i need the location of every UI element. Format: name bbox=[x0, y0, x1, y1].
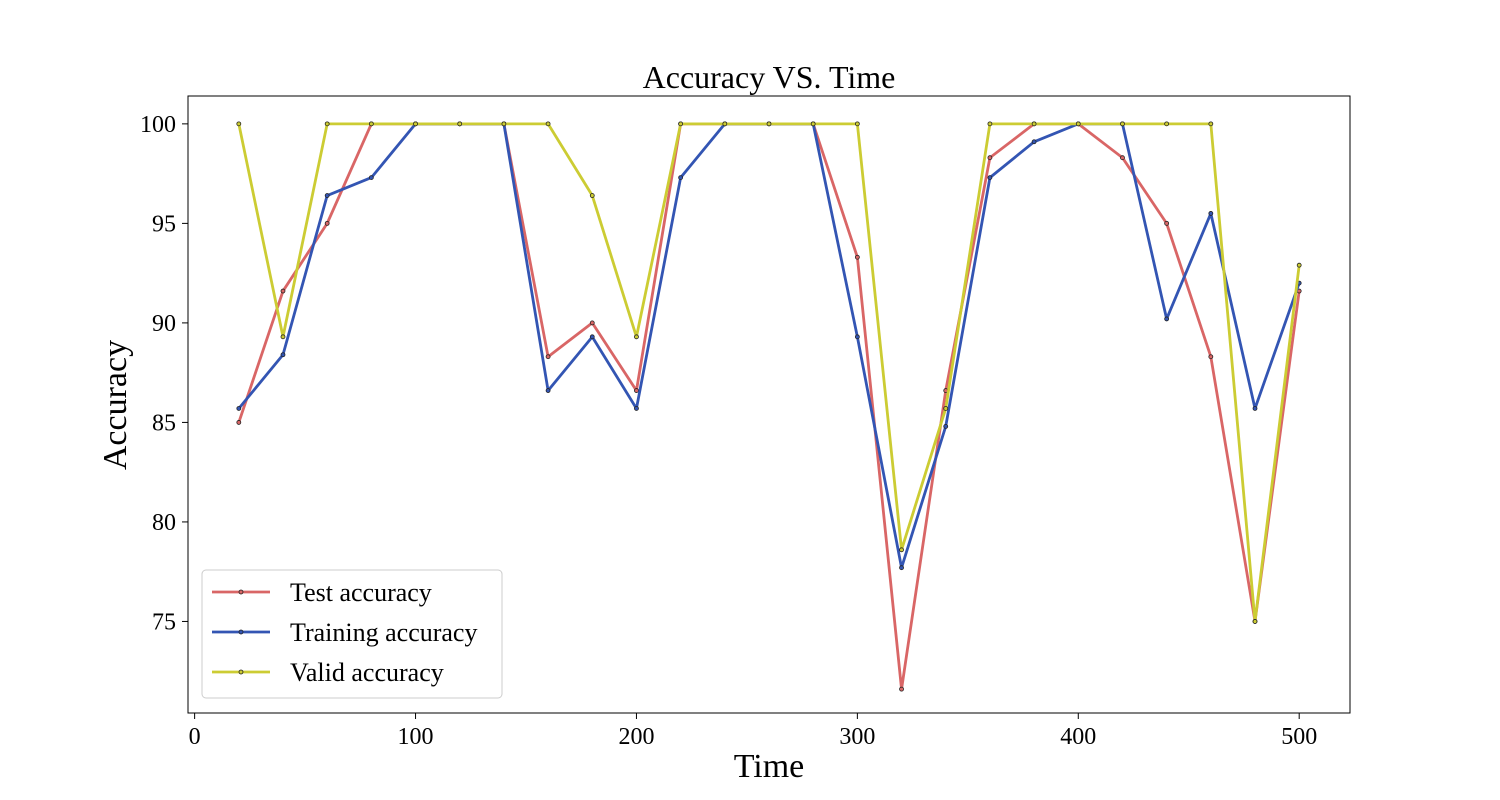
y-tick-label: 75 bbox=[152, 609, 176, 635]
series-layer bbox=[236, 121, 1302, 692]
data-point bbox=[810, 121, 816, 127]
data-point bbox=[1164, 121, 1170, 127]
data-point bbox=[678, 175, 684, 181]
data-point bbox=[1164, 316, 1170, 322]
data-point bbox=[236, 121, 242, 127]
data-point bbox=[413, 121, 418, 127]
x-tick-label: 300 bbox=[839, 724, 875, 750]
data-point bbox=[368, 121, 374, 127]
data-point bbox=[854, 334, 860, 340]
y-tick-label: 90 bbox=[152, 311, 176, 337]
data-point bbox=[1208, 354, 1214, 360]
data-point bbox=[1252, 619, 1258, 624]
series-valid-accuracy bbox=[236, 121, 1302, 624]
data-point bbox=[457, 121, 463, 127]
x-tick-label: 500 bbox=[1281, 724, 1317, 750]
legend-marker bbox=[238, 629, 244, 635]
y-tick-label: 85 bbox=[152, 410, 176, 436]
data-point bbox=[1208, 121, 1214, 127]
x-tick-label: 0 bbox=[189, 724, 201, 750]
data-point bbox=[678, 121, 684, 127]
data-point bbox=[324, 220, 330, 226]
x-tick-label: 100 bbox=[398, 724, 434, 750]
data-point bbox=[943, 406, 949, 411]
x-tick-label: 200 bbox=[618, 724, 654, 750]
data-point bbox=[854, 254, 860, 260]
data-point bbox=[1031, 139, 1037, 145]
data-point bbox=[634, 406, 639, 411]
data-point bbox=[987, 121, 993, 127]
data-point bbox=[1075, 121, 1081, 127]
data-point bbox=[236, 420, 242, 425]
data-point bbox=[634, 388, 639, 393]
y-tick-label: 100 bbox=[140, 112, 176, 138]
data-point bbox=[943, 423, 949, 429]
data-point bbox=[545, 388, 551, 393]
data-point bbox=[987, 175, 993, 181]
data-point bbox=[280, 288, 286, 294]
data-point bbox=[1208, 211, 1214, 216]
data-point bbox=[501, 121, 507, 127]
data-point bbox=[1164, 220, 1170, 226]
data-point bbox=[368, 175, 374, 181]
x-axis: 0 100 200 300 400 500 bbox=[189, 713, 1317, 750]
data-point bbox=[634, 334, 639, 340]
data-point bbox=[589, 193, 595, 198]
data-point bbox=[899, 547, 904, 553]
data-point bbox=[899, 686, 904, 692]
legend-label: Valid accuracy bbox=[290, 658, 444, 687]
x-tick-label: 400 bbox=[1060, 724, 1096, 750]
data-point bbox=[324, 193, 330, 198]
data-point bbox=[324, 121, 330, 127]
data-point bbox=[236, 406, 242, 411]
legend-marker bbox=[238, 669, 244, 675]
data-point bbox=[545, 354, 551, 360]
legend-marker bbox=[238, 589, 244, 595]
data-point bbox=[987, 155, 993, 161]
data-point bbox=[1031, 121, 1037, 127]
legend-box bbox=[201, 569, 503, 699]
data-point bbox=[545, 121, 551, 127]
data-point bbox=[1296, 262, 1302, 268]
data-point bbox=[854, 121, 860, 127]
data-point bbox=[899, 565, 904, 571]
y-axis: 75 80 85 90 95 100 bbox=[140, 112, 188, 635]
data-point bbox=[589, 334, 595, 340]
legend: Test accuracy Training accuracy Valid accu… bbox=[201, 569, 503, 699]
y-axis-label: Accuracy bbox=[97, 340, 134, 470]
y-tick-label: 80 bbox=[152, 510, 176, 536]
x-axis-label: Time bbox=[734, 748, 805, 785]
chart-title: Accuracy VS. Time bbox=[643, 59, 896, 95]
legend-label: Test accuracy bbox=[290, 578, 432, 607]
y-tick-label: 95 bbox=[152, 211, 176, 237]
data-point bbox=[1252, 406, 1258, 411]
data-point bbox=[1120, 155, 1125, 161]
data-point bbox=[722, 121, 728, 127]
data-point bbox=[1120, 121, 1125, 127]
legend-label: Training accuracy bbox=[290, 618, 477, 647]
data-point bbox=[280, 334, 286, 340]
data-point bbox=[589, 320, 595, 326]
data-point bbox=[280, 352, 286, 358]
data-point bbox=[766, 121, 772, 127]
